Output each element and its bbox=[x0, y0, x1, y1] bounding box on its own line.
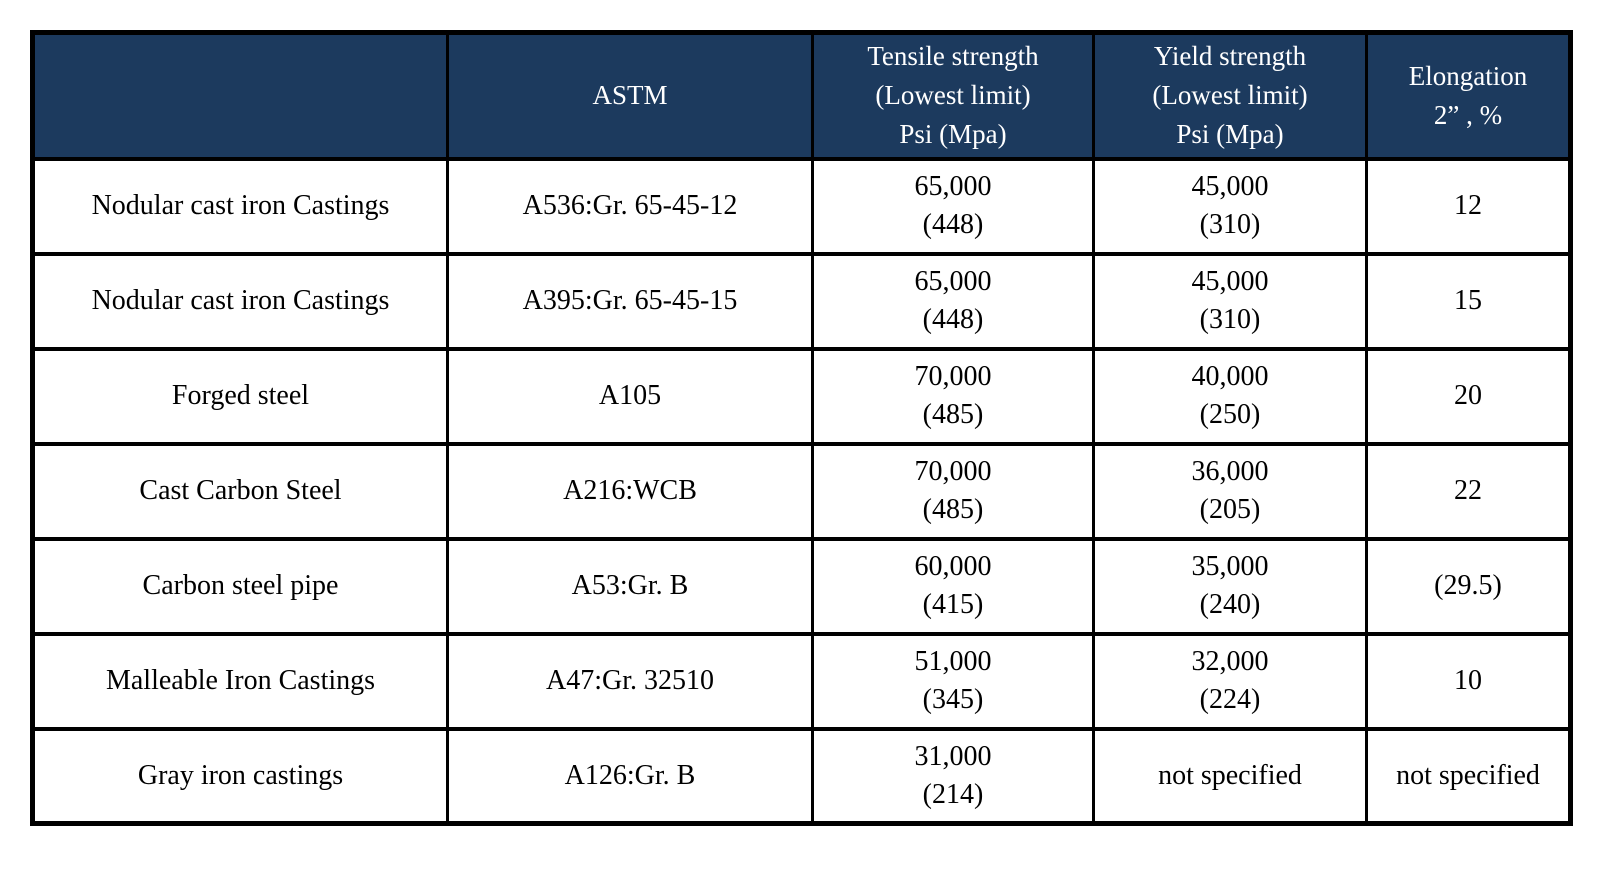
col-header-tensile-strength: Tensile strength (Lowest limit) Psi (Mpa… bbox=[811, 30, 1095, 161]
yield-strength-cell: 36,000 (205) bbox=[1092, 441, 1368, 541]
astm-cell: A105 bbox=[446, 346, 814, 446]
astm-cell: A216:WCB bbox=[446, 441, 814, 541]
material-spec-table: ASTM Tensile strength (Lowest limit) Psi… bbox=[30, 30, 1573, 826]
table-header: ASTM Tensile strength (Lowest limit) Psi… bbox=[31, 30, 1572, 161]
tensile-strength-cell: 65,000 (448) bbox=[811, 156, 1095, 256]
tensile-strength-cell: 70,000 (485) bbox=[811, 346, 1095, 446]
table-row: Forged steel A105 70,000 (485) 40,000 (2… bbox=[31, 346, 1572, 446]
tensile-strength-cell: 65,000 (448) bbox=[811, 251, 1095, 351]
material-cell: Gray iron castings bbox=[31, 726, 449, 826]
yield-strength-cell: 32,000 (224) bbox=[1092, 631, 1368, 731]
astm-cell: A536:Gr. 65-45-12 bbox=[446, 156, 814, 256]
col-header-yield-strength: Yield strength (Lowest limit) Psi (Mpa) bbox=[1092, 30, 1368, 161]
astm-cell: A53:Gr. B bbox=[446, 536, 814, 636]
yield-strength-cell: 45,000 (310) bbox=[1092, 156, 1368, 256]
table-row: Nodular cast iron Castings A395:Gr. 65-4… bbox=[31, 251, 1572, 351]
elongation-cell: 15 bbox=[1365, 251, 1572, 351]
tensile-strength-cell: 51,000 (345) bbox=[811, 631, 1095, 731]
elongation-cell: 22 bbox=[1365, 441, 1572, 541]
col-header-material bbox=[31, 30, 449, 161]
material-cell: Cast Carbon Steel bbox=[31, 441, 449, 541]
col-header-astm: ASTM bbox=[446, 30, 814, 161]
table-row: Nodular cast iron Castings A536:Gr. 65-4… bbox=[31, 156, 1572, 256]
yield-strength-cell: 35,000 (240) bbox=[1092, 536, 1368, 636]
table-body: Nodular cast iron Castings A536:Gr. 65-4… bbox=[31, 156, 1572, 826]
material-cell: Carbon steel pipe bbox=[31, 536, 449, 636]
table-row: Carbon steel pipe A53:Gr. B 60,000 (415)… bbox=[31, 536, 1572, 636]
astm-cell: A126:Gr. B bbox=[446, 726, 814, 826]
table-row: Cast Carbon Steel A216:WCB 70,000 (485) … bbox=[31, 441, 1572, 541]
elongation-cell: (29.5) bbox=[1365, 536, 1572, 636]
elongation-cell: 12 bbox=[1365, 156, 1572, 256]
tensile-strength-cell: 31,000 (214) bbox=[811, 726, 1095, 826]
yield-strength-cell: not specified bbox=[1092, 726, 1368, 826]
elongation-cell: not specified bbox=[1365, 726, 1572, 826]
elongation-cell: 20 bbox=[1365, 346, 1572, 446]
tensile-strength-cell: 70,000 (485) bbox=[811, 441, 1095, 541]
material-cell: Forged steel bbox=[31, 346, 449, 446]
col-header-elongation: Elongation 2” , % bbox=[1365, 30, 1572, 161]
material-cell: Nodular cast iron Castings bbox=[31, 251, 449, 351]
table-row: Gray iron castings A126:Gr. B 31,000 (21… bbox=[31, 726, 1572, 826]
astm-cell: A395:Gr. 65-45-15 bbox=[446, 251, 814, 351]
yield-strength-cell: 40,000 (250) bbox=[1092, 346, 1368, 446]
material-cell: Malleable Iron Castings bbox=[31, 631, 449, 731]
astm-cell: A47:Gr. 32510 bbox=[446, 631, 814, 731]
header-row: ASTM Tensile strength (Lowest limit) Psi… bbox=[31, 30, 1572, 161]
table-row: Malleable Iron Castings A47:Gr. 32510 51… bbox=[31, 631, 1572, 731]
tensile-strength-cell: 60,000 (415) bbox=[811, 536, 1095, 636]
yield-strength-cell: 45,000 (310) bbox=[1092, 251, 1368, 351]
material-cell: Nodular cast iron Castings bbox=[31, 156, 449, 256]
elongation-cell: 10 bbox=[1365, 631, 1572, 731]
